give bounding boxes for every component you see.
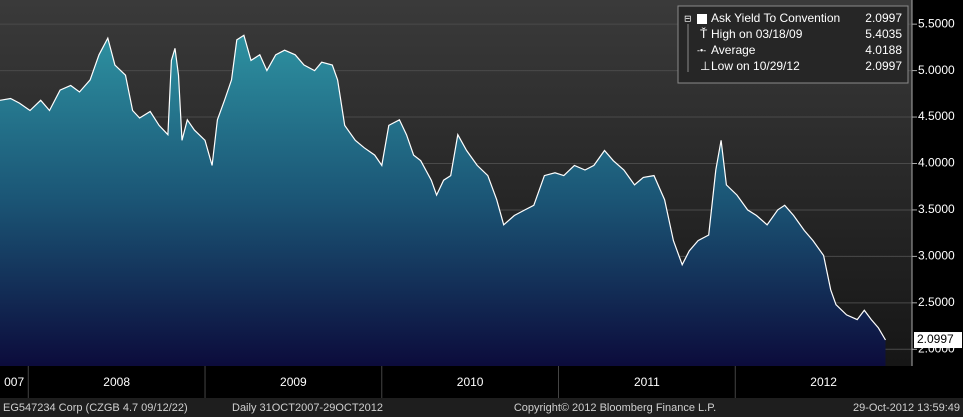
- legend-box: [677, 5, 909, 84]
- legend-label: Low on 10/29/12: [711, 59, 800, 73]
- legend-value: 2.0997: [865, 11, 902, 25]
- y-tick-label: 5.5000: [918, 16, 955, 30]
- last-value-badge: [914, 332, 962, 349]
- y-tick-label: 2.5000: [918, 295, 955, 309]
- x-tick-label: 007: [4, 375, 24, 389]
- x-tick-label: 2008: [103, 375, 130, 389]
- x-tick-label: 2009: [280, 375, 307, 389]
- legend-label: Ask Yield To Convention: [711, 11, 840, 25]
- footer-background: [0, 398, 963, 417]
- y-tick-label: 5.0000: [918, 63, 955, 77]
- y-tick-label: 4.0000: [918, 156, 955, 170]
- legend-value: 2.0997: [865, 59, 902, 73]
- line: [0, 34, 887, 341]
- x-tick-label: 2012: [810, 375, 837, 389]
- y-tick-label: 4.5000: [918, 109, 955, 123]
- x-tick-label: 2011: [634, 375, 660, 389]
- y-tick-label: 3.5000: [918, 202, 955, 216]
- legend-value: 5.4035: [865, 27, 902, 41]
- legend-icon: Ť: [700, 26, 708, 41]
- footer-timestamp: 29-Oct-2012 13:59:49: [853, 402, 960, 414]
- legend-swatch: [697, 14, 707, 24]
- plot: [0, 23, 912, 367]
- y-axis-background: [912, 0, 963, 366]
- legend: ⊟ Ť -•- ⊥ Ask Yield To Convention 2.0997 H…: [677, 5, 909, 84]
- legend-toggle: ⊟: [684, 13, 692, 23]
- last-value-label: 2.0997: [917, 332, 954, 346]
- legend-value: 4.0188: [865, 43, 902, 57]
- footer-security: EG547234 Corp (CZGB 4.7 09/12/22): [3, 402, 188, 414]
- footer-copyright: Copyright© 2012 Bloomberg Finance L.P.: [514, 402, 716, 414]
- legend-icon: -•-: [697, 45, 706, 55]
- legend-label: Average: [711, 43, 756, 57]
- x-tick-label: 2010: [457, 375, 484, 389]
- legend-label: High on 03/18/09: [711, 27, 803, 41]
- area: [0, 35, 886, 367]
- y-tick-label: 3.0000: [918, 249, 955, 263]
- footer-range: Daily 31OCT2007-29OCT2012: [232, 402, 383, 414]
- x-axis-background: [0, 366, 963, 398]
- legend-icon: ⊥: [700, 59, 710, 73]
